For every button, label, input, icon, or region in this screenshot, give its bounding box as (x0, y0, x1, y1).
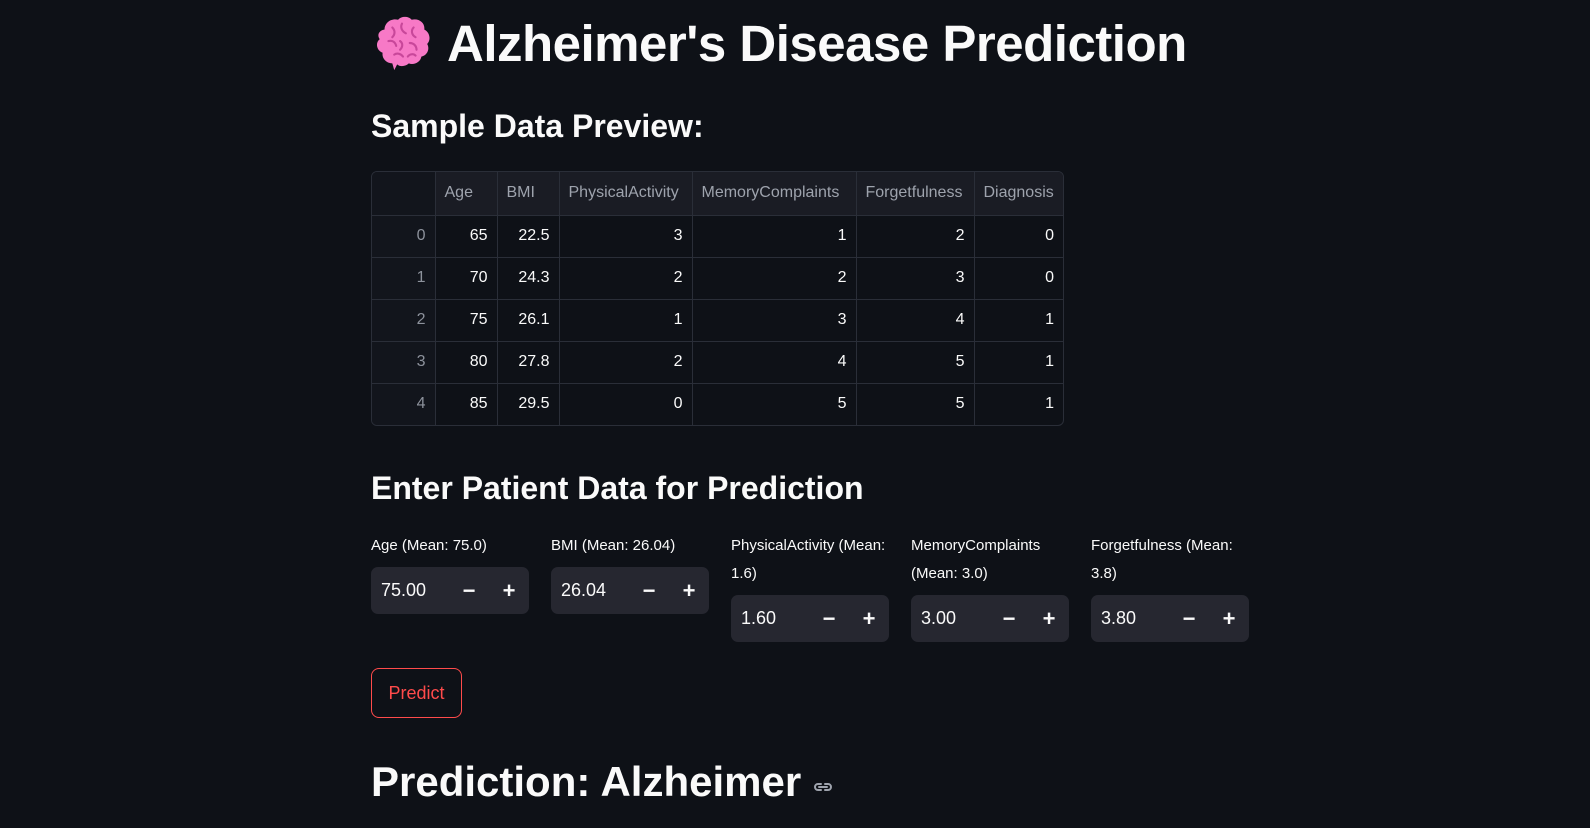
sample-data-heading: Sample Data Preview: (371, 108, 704, 144)
table-cell: 2 (692, 257, 857, 300)
table-cell: 0 (974, 257, 1063, 300)
table-cell: 1 (974, 341, 1063, 384)
patient-input-row: Age (Mean: 75.0) 75.00 − + BMI (Mean: 26… (371, 532, 1271, 642)
table-cell: 1 (559, 299, 693, 342)
patient-data-heading: Enter Patient Data for Prediction (371, 470, 864, 506)
column-header-physicalactivity[interactable]: PhysicalActivity (559, 172, 693, 216)
table-cell: 5 (856, 383, 975, 425)
bmi-input[interactable]: 26.04 (561, 580, 607, 600)
row-index-cell: 2 (372, 299, 436, 342)
table-row: 4 85 29.5 0 5 5 1 (372, 383, 1063, 425)
physicalactivity-stepper[interactable]: 1.60 − + (731, 595, 889, 642)
table-cell: 2 (559, 341, 693, 384)
table-cell: 2 (856, 215, 975, 258)
bmi-decrement-button[interactable]: − (642, 577, 656, 603)
physicalactivity-decrement-button[interactable]: − (822, 605, 836, 631)
table-cell: 27.8 (497, 341, 560, 384)
table-cell: 29.5 (497, 383, 560, 425)
age-decrement-button[interactable]: − (462, 577, 476, 603)
memorycomplaints-field: MemoryComplaints (Mean: 3.0) 3.00 − + (911, 532, 1069, 642)
column-header-age[interactable]: Age (435, 172, 498, 216)
age-stepper[interactable]: 75.00 − + (371, 567, 529, 614)
row-index-cell: 1 (372, 257, 436, 300)
table-cell: 26.1 (497, 299, 560, 342)
physicalactivity-input[interactable]: 1.60 (741, 608, 777, 628)
forgetfulness-decrement-button[interactable]: − (1182, 605, 1196, 631)
row-index-cell: 3 (372, 341, 436, 384)
bmi-label: BMI (Mean: 26.04) (551, 537, 676, 554)
title-row: Alzheimer's Disease Prediction (371, 12, 1187, 74)
table-row: 3 80 27.8 2 4 5 1 (372, 341, 1063, 384)
column-header-memorycomplaints[interactable]: MemoryComplaints (692, 172, 857, 216)
memorycomplaints-label: MemoryComplaints (Mean: 3.0) (911, 537, 1041, 582)
table-cell: 5 (692, 383, 857, 425)
table-cell: 22.5 (497, 215, 560, 258)
memorycomplaints-decrement-button[interactable]: − (1002, 605, 1016, 631)
table-cell: 24.3 (497, 257, 560, 300)
age-label: Age (Mean: 75.0) (371, 537, 487, 554)
table-cell: 75 (435, 299, 498, 342)
table-cell: 4 (856, 299, 975, 342)
table-cell: 80 (435, 341, 498, 384)
table-cell: 0 (559, 383, 693, 425)
table-cell: 3 (559, 215, 693, 258)
table-cell: 0 (974, 215, 1063, 258)
bmi-stepper[interactable]: 26.04 − + (551, 567, 709, 614)
row-index-cell: 4 (372, 383, 436, 425)
table-cell: 5 (856, 341, 975, 384)
age-increment-button[interactable]: + (502, 577, 516, 603)
forgetfulness-field: Forgetfulness (Mean: 3.8) 3.80 − + (1091, 532, 1249, 642)
column-header-diagnosis[interactable]: Diagnosis (974, 172, 1063, 216)
memorycomplaints-stepper[interactable]: 3.00 − + (911, 595, 1069, 642)
column-header-index[interactable] (372, 172, 436, 216)
row-index-cell: 0 (372, 215, 436, 258)
table-row: 1 70 24.3 2 2 3 0 (372, 257, 1063, 300)
table-cell: 3 (692, 299, 857, 342)
forgetfulness-label: Forgetfulness (Mean: 3.8) (1091, 537, 1233, 582)
table-row: 0 65 22.5 3 1 2 0 (372, 215, 1063, 258)
bmi-increment-button[interactable]: + (682, 577, 696, 603)
memorycomplaints-increment-button[interactable]: + (1042, 605, 1056, 631)
brain-icon (376, 16, 430, 71)
memorycomplaints-input[interactable]: 3.00 (921, 608, 957, 628)
table-cell: 70 (435, 257, 498, 300)
age-input[interactable]: 75.00 (381, 580, 427, 600)
bmi-field: BMI (Mean: 26.04) 26.04 − + (551, 532, 709, 614)
table-cell: 2 (559, 257, 693, 300)
forgetfulness-input[interactable]: 3.80 (1101, 608, 1137, 628)
forgetfulness-increment-button[interactable]: + (1222, 605, 1236, 631)
table-header-row: Age BMI PhysicalActivity MemoryComplaint… (372, 172, 1063, 216)
prediction-text: Prediction: Alzheimer (371, 758, 802, 805)
physicalactivity-increment-button[interactable]: + (862, 605, 876, 631)
age-field: Age (Mean: 75.0) 75.00 − + (371, 532, 529, 614)
table-cell: 3 (856, 257, 975, 300)
forgetfulness-stepper[interactable]: 3.80 − + (1091, 595, 1249, 642)
column-header-bmi[interactable]: BMI (497, 172, 560, 216)
table-cell: 1 (974, 299, 1063, 342)
table-cell: 1 (692, 215, 857, 258)
table-cell: 65 (435, 215, 498, 258)
table-cell: 1 (1045, 395, 1054, 413)
table-cell: 4 (692, 341, 857, 384)
table-cell: 85 (435, 383, 498, 425)
prediction-result: Prediction: Alzheimer (371, 758, 835, 806)
link-icon[interactable] (811, 775, 835, 799)
table-row: 2 75 26.1 1 3 4 1 (372, 299, 1063, 342)
physicalactivity-label: PhysicalActivity (Mean: 1.6) (731, 537, 886, 582)
sample-data-table[interactable]: Age BMI PhysicalActivity MemoryComplaint… (371, 171, 1064, 426)
column-header-forgetfulness[interactable]: Forgetfulness (856, 172, 975, 216)
physicalactivity-field: PhysicalActivity (Mean: 1.6) 1.60 − + (731, 532, 889, 642)
predict-button[interactable]: Predict (371, 668, 462, 718)
page-title: Alzheimer's Disease Prediction (447, 14, 1187, 72)
